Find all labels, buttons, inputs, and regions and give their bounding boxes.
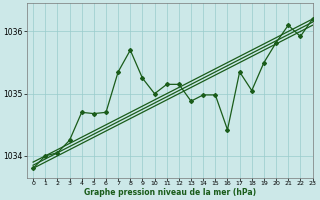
X-axis label: Graphe pression niveau de la mer (hPa): Graphe pression niveau de la mer (hPa): [84, 188, 256, 197]
